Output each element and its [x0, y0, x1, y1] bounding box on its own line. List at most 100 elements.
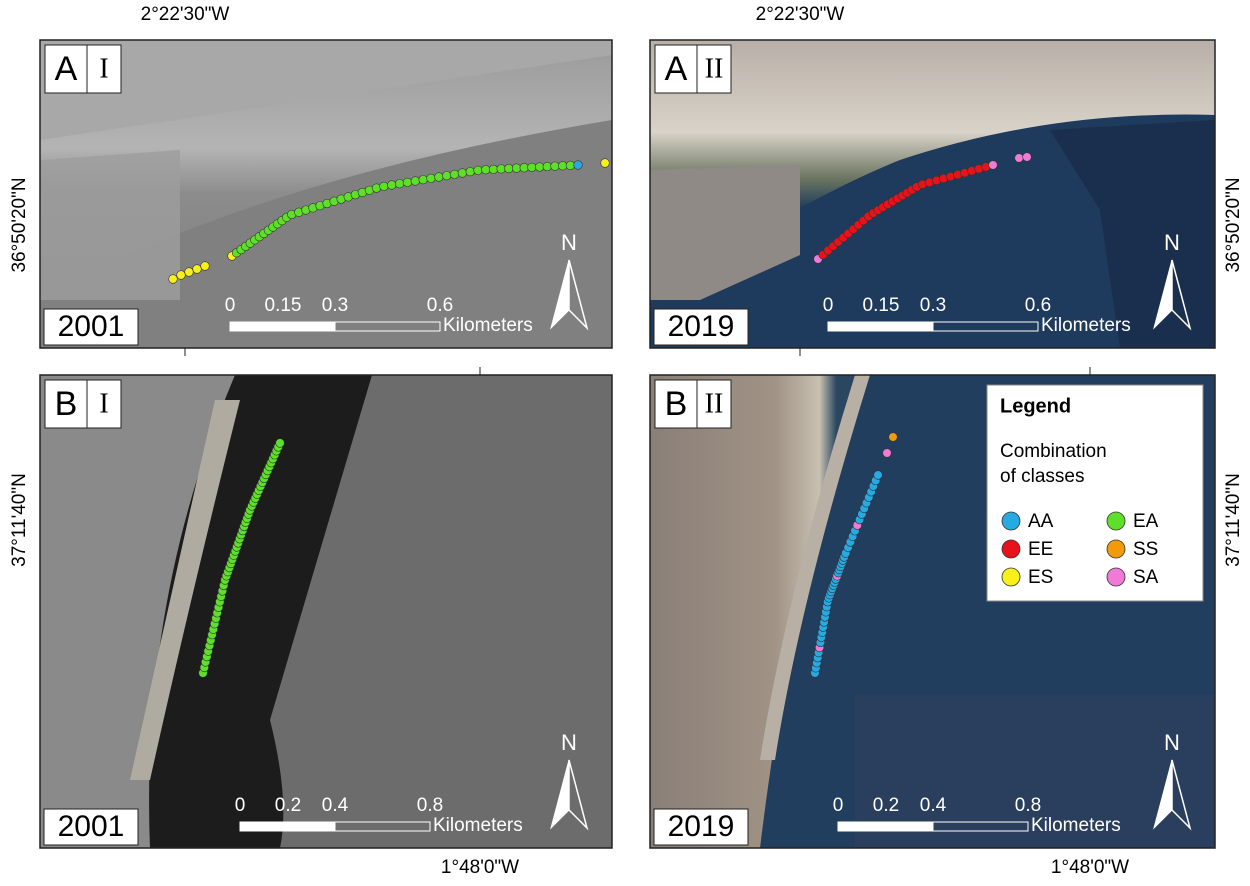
shoreline-point — [419, 175, 428, 184]
panel-letter: B — [665, 385, 688, 423]
scale-bar-filled — [230, 322, 335, 331]
legend: Legend Combination of classes AA EA EE SS ES SA — [987, 385, 1203, 601]
shoreline-point — [411, 177, 420, 186]
shoreline-point — [1023, 153, 1032, 162]
year-label: 2001 — [58, 810, 125, 843]
scale-label: 0 — [823, 295, 834, 316]
scale-label: 0 — [833, 795, 844, 816]
legend-label: EE — [1028, 539, 1053, 560]
legend-swatch — [1002, 512, 1020, 530]
legend-label: SS — [1133, 539, 1158, 560]
shoreline-point — [201, 262, 210, 271]
scale-label: 0 — [225, 295, 236, 316]
legend-swatch — [1107, 512, 1125, 530]
shoreline-point — [395, 179, 404, 188]
shoreline-point — [481, 165, 490, 174]
year-label: 2001 — [58, 310, 125, 343]
shoreline-point — [489, 165, 498, 174]
panel-numeral: II — [705, 53, 724, 84]
shoreline-point — [889, 433, 898, 442]
shoreline-point — [177, 271, 186, 280]
coord-label-side: 37°11'40"N — [9, 473, 30, 567]
panel-numeral: I — [99, 53, 108, 84]
shoreline-point — [512, 164, 521, 173]
shoreline-point — [185, 268, 194, 277]
coord-label-bottom: 1°48'0"W — [441, 857, 519, 878]
panel-numeral: II — [705, 388, 724, 419]
scale-label: 0.6 — [1025, 295, 1051, 316]
legend-label: ES — [1028, 567, 1053, 588]
panel-letter: A — [665, 50, 688, 88]
shoreline-point — [458, 169, 467, 178]
legend-subtitle: of classes — [1000, 466, 1084, 487]
shoreline-point — [566, 161, 575, 170]
shoreline-point — [1015, 154, 1024, 163]
shoreline-point — [989, 161, 998, 170]
legend-swatch — [1002, 568, 1020, 586]
scale-bar-filled — [240, 822, 335, 831]
coord-label-bottom: 1°48'0"W — [1051, 857, 1129, 878]
scale-label: 0.6 — [427, 295, 453, 316]
legend-swatch — [1107, 568, 1125, 586]
north-label: N — [561, 730, 577, 755]
shoreline-point — [435, 173, 444, 182]
shoreline-point — [883, 449, 892, 458]
panel-letter: A — [55, 50, 78, 88]
shoreline-point — [497, 165, 506, 174]
shoreline-point — [387, 181, 396, 190]
shoreline-point — [535, 163, 544, 172]
scale-label: 0.15 — [863, 295, 900, 316]
figure: AI200100.150.30.6KilometersN2°22'30"W36°… — [0, 0, 1250, 881]
shoreline-point — [520, 163, 529, 172]
shoreline-point — [403, 178, 412, 187]
shoreline-point — [528, 163, 537, 172]
coord-label-side: 36°50'20"N — [1223, 177, 1244, 272]
shoreline-point — [543, 162, 552, 171]
scale-label: 0.15 — [265, 295, 302, 316]
legend-subtitle: Combination — [1000, 441, 1107, 462]
scale-label: 0.2 — [275, 795, 301, 816]
year-label: 2019 — [668, 810, 735, 843]
north-label: N — [1164, 230, 1180, 255]
legend-label: AA — [1028, 511, 1054, 532]
panel-numeral: I — [99, 388, 108, 419]
panel-letter: B — [55, 385, 78, 423]
scale-label: 0.4 — [322, 795, 349, 816]
north-label: N — [1164, 730, 1180, 755]
shoreline-point — [551, 162, 560, 171]
panel-b1-image — [40, 375, 612, 848]
scale-unit: Kilometers — [1031, 815, 1121, 836]
scale-unit: Kilometers — [1041, 315, 1131, 336]
scale-bar-filled — [838, 822, 933, 831]
shoreline-point — [558, 161, 567, 170]
shoreline-point — [474, 166, 483, 175]
scale-label: 0.8 — [417, 795, 443, 816]
legend-label: EA — [1133, 511, 1159, 532]
scale-bar-filled — [828, 322, 933, 331]
scale-label: 0.4 — [920, 795, 947, 816]
shoreline-point — [574, 161, 583, 170]
shoreline-point — [601, 159, 610, 168]
legend-swatch — [1107, 540, 1125, 558]
scale-label: 0.2 — [873, 795, 899, 816]
shoreline-point — [372, 184, 381, 193]
legend-label: SA — [1133, 567, 1159, 588]
shoreline-point — [276, 439, 285, 448]
coord-label-top: 2°22'30"W — [756, 4, 845, 25]
shoreline-point — [505, 164, 514, 173]
legend-title: Legend — [1000, 395, 1071, 417]
scale-label: 0.8 — [1015, 795, 1041, 816]
shoreline-point — [380, 182, 389, 191]
shoreline-point — [169, 275, 178, 284]
scale-unit: Kilometers — [443, 315, 533, 336]
coord-label-side: 37°11'40"N — [1223, 473, 1244, 567]
north-label: N — [561, 230, 577, 255]
scale-label: 0 — [235, 795, 246, 816]
coord-label-side: 36°50'20"N — [9, 177, 30, 272]
year-label: 2019 — [668, 310, 735, 343]
scale-label: 0.3 — [920, 295, 946, 316]
scale-label: 0.3 — [322, 295, 348, 316]
coord-label-top: 2°22'30"W — [141, 4, 230, 25]
shoreline-point — [442, 171, 451, 180]
shoreline-point — [874, 471, 883, 480]
